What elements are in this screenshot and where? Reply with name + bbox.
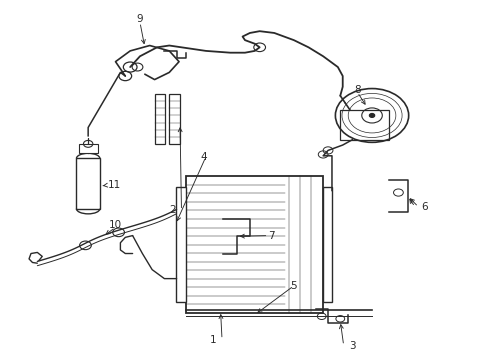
Bar <box>186 176 323 313</box>
Bar <box>169 94 180 144</box>
Text: 4: 4 <box>200 152 207 162</box>
Text: 8: 8 <box>354 85 361 95</box>
Bar <box>175 187 186 302</box>
Text: 10: 10 <box>109 220 122 230</box>
Text: 9: 9 <box>137 14 143 24</box>
Text: 7: 7 <box>269 231 275 240</box>
Bar <box>76 158 100 209</box>
Text: 11: 11 <box>108 180 122 190</box>
Circle shape <box>369 113 374 117</box>
Bar <box>340 110 389 140</box>
Bar <box>323 187 332 302</box>
Text: 5: 5 <box>291 281 297 291</box>
Text: 2: 2 <box>170 206 176 216</box>
Bar <box>79 144 98 153</box>
Text: 1: 1 <box>210 334 217 345</box>
Text: 6: 6 <box>421 202 427 212</box>
Text: 3: 3 <box>349 341 356 351</box>
Bar <box>155 94 165 144</box>
